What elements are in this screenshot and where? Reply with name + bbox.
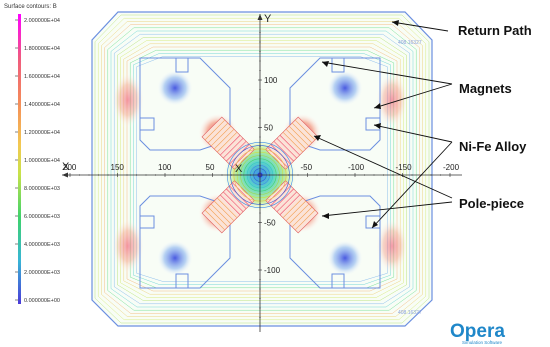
frame-contour-line [101,21,423,317]
y-tick-label: -50 [264,219,276,228]
faint-label-bottom: 408.16327 [398,310,422,316]
logo-tagline: Simulation Software [462,340,503,345]
frame-contour-line [120,40,404,298]
legend-tick-label: 1.000000E+04 [24,158,60,164]
x-tick-label: 200 [63,163,77,172]
pole-pieces [201,116,319,234]
x-tick-label: -200 [443,163,460,172]
frame-contour-line [107,27,417,311]
axes: X X Y 200 150 100 50 -50 -100 -150 -200 100 50 -5… [62,13,462,332]
frame-contour-line [133,53,391,285]
logo-name: Opera [450,321,505,342]
pole-piece [265,116,319,170]
legend-color-bar [18,14,21,304]
frame-contour-line [126,46,398,292]
legend-tick-label: 1.400000E+04 [24,102,60,108]
x-tick-label: 50 [206,163,215,172]
callout-ni-fe-alloy: Ni-Fe Alloy [459,139,527,154]
x-tick-label: -100 [348,163,365,172]
frame-contour-line [136,56,388,282]
x-tick-label: -50 [301,163,313,172]
frame-contour-line [113,33,411,305]
legend-tick-label: 1.800000E+04 [24,46,60,52]
y-tick-label: -100 [264,266,281,275]
legend-tick-label: 4.000000E+03 [24,242,60,248]
opera-logo: Opera Simulation Software [450,321,505,345]
x-tick-label: 150 [111,163,125,172]
y-axis-name: Y [264,13,272,25]
frame-contour-line [123,43,401,295]
y-tick-label: 50 [264,124,273,133]
contour-legend: Surface contours: B 2.000000E+04 1.800000… [4,4,60,304]
frame-contour-line [104,24,420,314]
pole-piece [265,180,319,234]
legend-tick-label: 0.000000E+00 [24,298,60,304]
y-tick-label: 100 [264,76,278,85]
legend-title: Surface contours: B [4,4,57,10]
legend-tick-label: 8.000000E+03 [24,186,60,192]
frame-contour-line [117,37,407,301]
frame-contour-line [94,14,430,324]
frame-contour-line [110,30,414,308]
pole-piece [201,116,255,170]
callout-magnets: Magnets [459,81,512,96]
frame-contour-line [97,17,427,321]
legend-tick-label: 6.000000E+03 [24,214,60,220]
callout-pole-piece: Pole-piece [459,196,524,211]
callout-arrows [313,21,453,229]
x-tick-label: -150 [396,163,413,172]
faint-label-top: 408.16327 [398,40,422,46]
legend-tick-label: 1.200000E+04 [24,130,60,136]
legend-tick-label: 2.000000E+03 [24,270,60,276]
pole-piece [201,180,255,234]
legend-tick-label: 1.600000E+04 [24,74,60,80]
callout-arrowheads [314,20,399,228]
x-axis-name-center: X [235,163,243,175]
callout-return-path: Return Path [458,23,532,38]
x-axis-name: X [62,161,70,173]
legend-tick-label: 2.000000E+04 [24,18,60,24]
x-tick-label: 100 [158,163,172,172]
